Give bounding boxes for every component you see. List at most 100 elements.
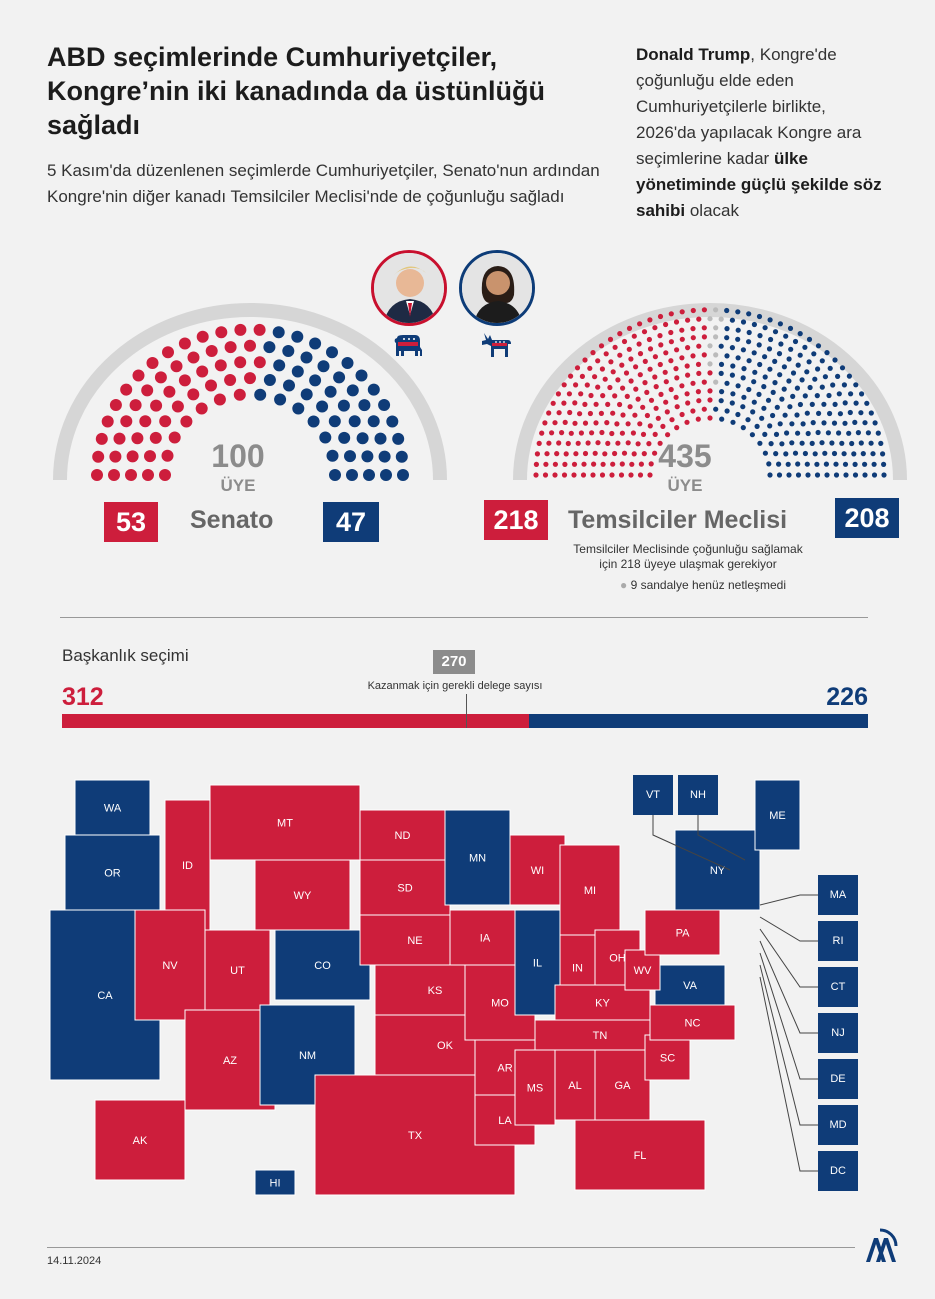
callout-md: MD — [818, 1105, 858, 1145]
seat-dot — [777, 321, 783, 327]
seat-dot — [804, 410, 810, 416]
seat-dot — [615, 440, 621, 446]
seat-dot — [392, 432, 405, 445]
seat-dot — [607, 384, 613, 391]
seat-dot — [707, 343, 713, 349]
seat-dot — [282, 345, 295, 357]
seat-dot — [662, 369, 668, 375]
seat-dot — [628, 356, 634, 362]
seat-dot — [881, 461, 887, 467]
seat-dot — [805, 472, 811, 478]
seat-dot — [358, 399, 371, 412]
state-nc — [649, 1004, 736, 1041]
seat-dot — [328, 415, 341, 428]
page-subtitle: 5 Kasım'da düzenlenen seçimlerde Cumhuri… — [47, 161, 600, 206]
seat-dot — [823, 461, 829, 467]
seat-dot — [244, 372, 256, 385]
seat-dot — [595, 440, 601, 446]
seat-dot — [646, 441, 652, 447]
seat-dot — [573, 382, 579, 388]
seat-dot — [759, 415, 765, 421]
seat-dot — [665, 432, 671, 438]
seat-dot — [802, 450, 808, 457]
seat-dot — [292, 402, 305, 415]
seat-dot — [701, 334, 707, 340]
seat-dot — [701, 379, 707, 385]
state-label: GA — [615, 1080, 632, 1092]
seat-dot — [595, 358, 601, 364]
seat-dot — [776, 472, 783, 478]
seat-dot — [821, 420, 827, 426]
house-democrat-count: 208 — [835, 498, 899, 538]
seat-dot — [836, 391, 842, 397]
undecided-dot-icon: ● — [619, 578, 628, 592]
seat-dot — [690, 307, 696, 314]
state-label: UT — [230, 965, 245, 977]
seat-dot — [585, 440, 591, 446]
seat-dot — [566, 391, 572, 397]
seat-dot — [789, 440, 795, 446]
seat-dot — [752, 369, 758, 375]
seat-dot — [735, 355, 741, 361]
seat-dot — [756, 391, 762, 397]
state-label: NV — [162, 960, 178, 972]
seat-dot — [784, 430, 790, 436]
seat-dot — [154, 371, 167, 384]
seat-dot — [607, 336, 614, 342]
seat-dot — [630, 430, 636, 436]
house-republican-count: 218 — [484, 500, 548, 540]
seat-dot — [603, 351, 609, 357]
seat-dot — [713, 406, 719, 412]
seat-dot — [646, 336, 652, 343]
seat-dot — [794, 385, 800, 391]
seat-dot — [139, 415, 152, 428]
seat-dot — [196, 365, 209, 378]
democrat-electoral-votes: 226 — [826, 683, 868, 711]
seat-dot — [205, 379, 217, 392]
seat-dot — [781, 364, 787, 370]
seat-dot — [696, 398, 702, 404]
state-label: KS — [428, 985, 443, 997]
seat-dot — [588, 392, 594, 399]
seat-dot — [816, 410, 822, 416]
state-label: ME — [769, 810, 786, 822]
seat-dot — [862, 461, 868, 467]
seat-dot — [593, 420, 599, 426]
state-mn — [444, 809, 511, 906]
seat-dot — [612, 393, 618, 399]
seat-dot — [741, 366, 747, 372]
seat-dot — [695, 416, 701, 422]
seat-dot — [533, 461, 539, 467]
seat-dot — [638, 461, 644, 467]
seat-dot — [740, 404, 746, 410]
seat-dot — [843, 472, 849, 478]
seat-dot — [815, 429, 821, 436]
seat-dot — [851, 451, 857, 457]
threshold-value: 270 — [433, 650, 475, 674]
state-label: NE — [407, 935, 422, 947]
seat-dot — [187, 388, 200, 401]
seat-dot — [637, 351, 644, 357]
seat-dot — [777, 421, 783, 427]
seat-dot — [696, 316, 702, 322]
seat-dot — [617, 331, 623, 337]
seat-dot — [810, 420, 816, 426]
seat-dot — [378, 450, 391, 463]
seat-dot — [735, 327, 741, 333]
state-label: OH — [609, 953, 626, 965]
seat-dot — [113, 432, 126, 445]
seat-dot — [397, 469, 409, 481]
seat-dot — [329, 469, 341, 481]
seat-dot — [619, 430, 625, 436]
seat-dot — [822, 450, 828, 456]
seat-dot — [679, 411, 685, 418]
seat-dot — [762, 450, 768, 456]
senate-unit: ÜYE — [220, 476, 256, 495]
seat-dot — [819, 384, 825, 390]
seat-dot — [690, 353, 696, 359]
seat-dot — [326, 449, 339, 462]
seat-dot — [765, 397, 772, 403]
seat-dot — [598, 410, 604, 416]
seat-dot — [579, 373, 585, 379]
seat-dot — [786, 378, 792, 384]
